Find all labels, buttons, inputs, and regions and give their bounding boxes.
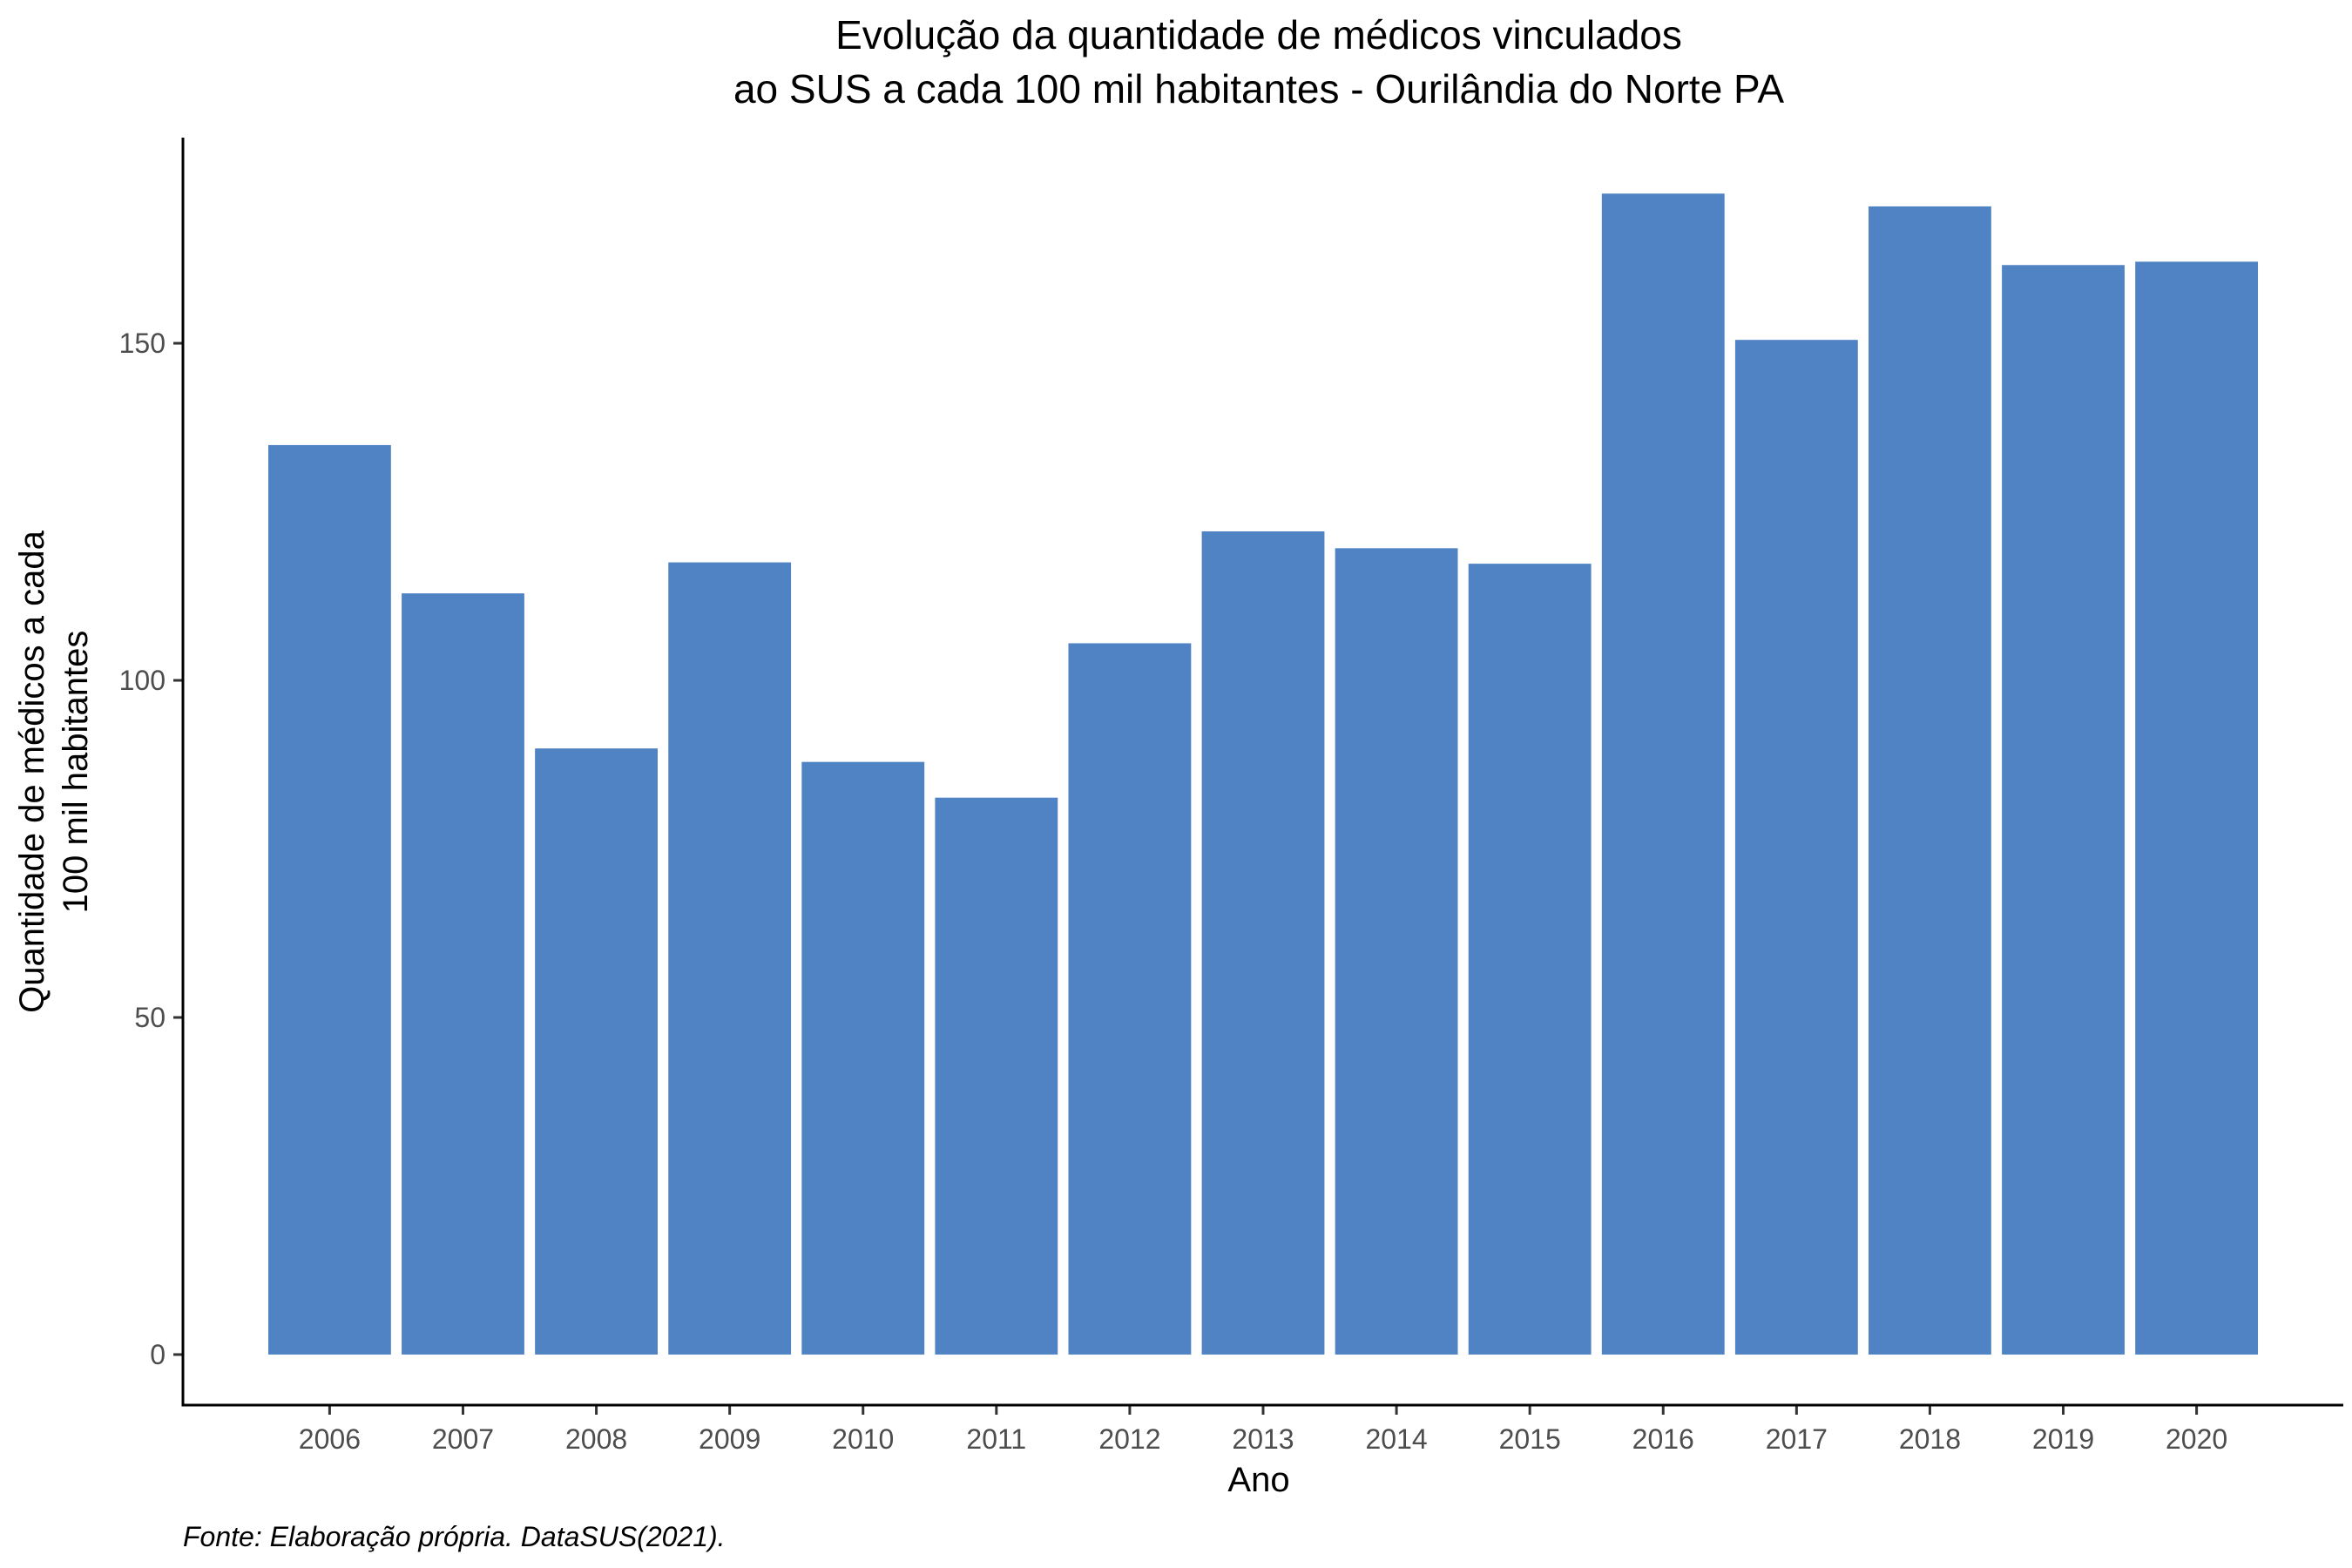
bar-2015 [1468,564,1592,1355]
bar-2010 [801,761,925,1355]
x-tick-label-2020: 2020 [2166,1423,2227,1455]
bars-group [267,193,2259,1355]
chart-title-line-2: ao SUS a cada 100 mil habitantes - Ouril… [733,66,1784,112]
bar-2020 [2135,261,2259,1355]
x-axis-ticks: 2006 2007 2008 2009 2010 2011 2012 2013 2014 2015… [299,1405,2227,1455]
y-axis-ticks: 0 50 100 150 [119,328,183,1370]
x-tick-label-2013: 2013 [1232,1423,1294,1455]
bar-2007 [402,593,524,1355]
y-axis-title-line-1: Quantidade de médicos a cada [13,530,51,1012]
y-tick-label-100: 100 [119,665,166,696]
x-tick-label-2019: 2019 [2032,1423,2094,1455]
bar-2016 [1601,193,1725,1355]
x-tick-label-2007: 2007 [432,1423,494,1455]
x-tick-label-2012: 2012 [1098,1423,1160,1455]
chart-caption: Fonte: Elaboração própria. DataSUS(2021)… [183,1521,726,1552]
bar-2008 [535,748,658,1355]
bar-2006 [267,444,391,1355]
bar-2014 [1335,548,1458,1355]
y-axis-title-line-2: 100 mil habitantes [57,631,95,914]
y-tick-label-0: 0 [150,1339,166,1370]
x-tick-label-2018: 2018 [1899,1423,1961,1455]
bar-2013 [1201,531,1325,1355]
chart-title-line-1: Evolução da quantidade de médicos vincul… [835,12,1682,57]
x-tick-label-2014: 2014 [1365,1423,1427,1455]
x-tick-label-2011: 2011 [966,1423,1026,1455]
bar-2019 [2002,265,2125,1355]
bar-2012 [1068,643,1192,1355]
bar-2009 [668,562,792,1355]
x-tick-label-2008: 2008 [565,1423,627,1455]
bar-2011 [935,797,1058,1355]
x-tick-label-2015: 2015 [1499,1423,1561,1455]
x-tick-label-2009: 2009 [699,1423,760,1455]
y-tick-label-50: 50 [134,1002,166,1033]
y-tick-label-150: 150 [119,328,166,359]
x-axis-title: Ano [1227,1461,1289,1499]
x-tick-label-2016: 2016 [1632,1423,1694,1455]
bar-2017 [1734,340,1858,1355]
x-tick-label-2017: 2017 [1766,1423,1828,1455]
x-tick-label-2010: 2010 [832,1423,894,1455]
x-tick-label-2006: 2006 [299,1423,361,1455]
bar-2018 [1869,206,1991,1355]
